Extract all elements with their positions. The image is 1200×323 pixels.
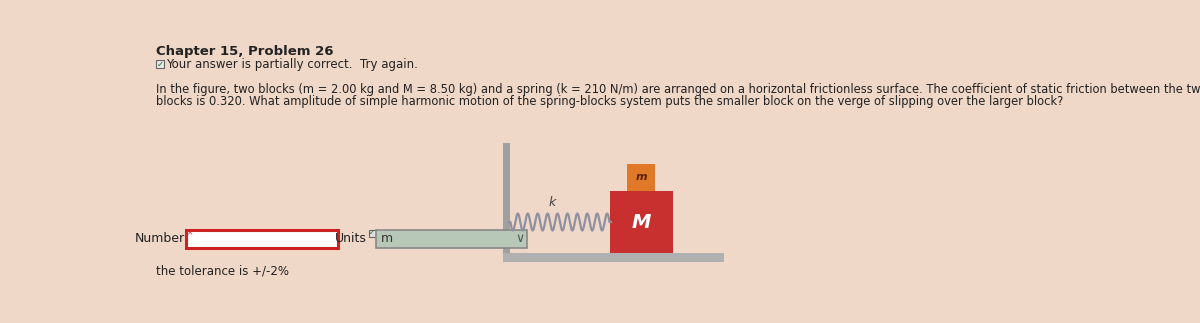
Bar <box>628 163 655 191</box>
Text: Units: Units <box>335 233 367 245</box>
Bar <box>368 230 376 237</box>
Text: ✓: ✓ <box>156 60 163 69</box>
Text: ✓: ✓ <box>370 230 374 236</box>
Bar <box>610 191 673 253</box>
Text: the tolerance is +/-2%: the tolerance is +/-2% <box>156 264 289 277</box>
Bar <box>377 230 528 248</box>
Text: ∨: ∨ <box>515 233 524 245</box>
Text: ×: × <box>187 229 193 238</box>
Text: Number: Number <box>134 233 185 245</box>
Text: blocks is 0.320. What amplitude of simple harmonic motion of the spring-blocks s: blocks is 0.320. What amplitude of simpl… <box>156 95 1063 108</box>
Text: M: M <box>631 213 652 232</box>
Text: Chapter 15, Problem 26: Chapter 15, Problem 26 <box>156 45 334 58</box>
Text: k: k <box>548 196 556 209</box>
Text: In the figure, two blocks (m = 2.00 kg and M = 8.50 kg) and a spring (k = 210 N/: In the figure, two blocks (m = 2.00 kg a… <box>156 83 1200 97</box>
Bar <box>186 230 193 237</box>
Bar <box>186 230 337 248</box>
Text: Your answer is partially correct.  Try again.: Your answer is partially correct. Try ag… <box>167 58 418 71</box>
Bar <box>503 143 510 253</box>
Bar <box>156 60 164 68</box>
Bar <box>503 253 724 262</box>
Text: m: m <box>636 172 647 182</box>
Text: m: m <box>380 233 394 245</box>
